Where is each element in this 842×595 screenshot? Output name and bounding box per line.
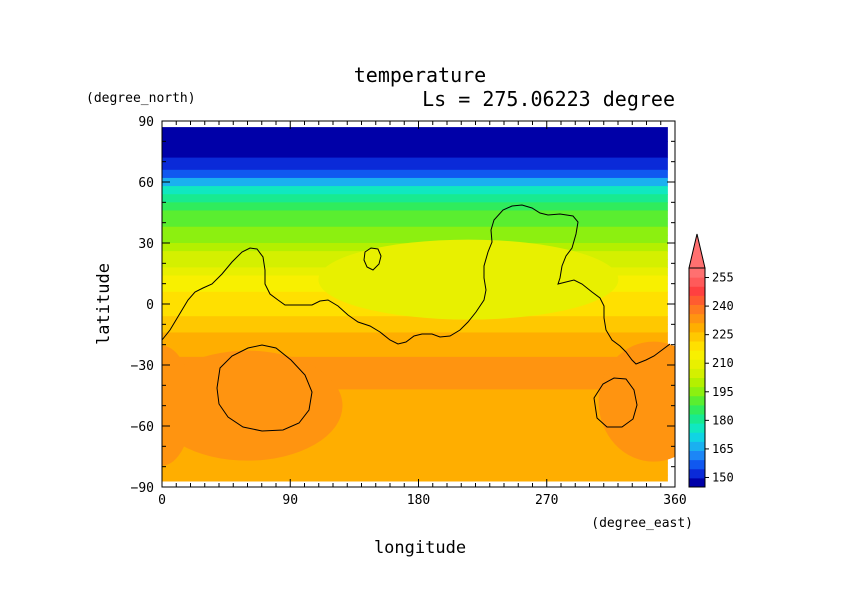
field-band (162, 316, 668, 325)
y-tick-label: 30 (138, 237, 154, 252)
colorbar-tick-label: 195 (712, 385, 734, 399)
x-tick-label: 360 (663, 493, 686, 508)
field-band (162, 157, 668, 171)
y-tick-label: 90 (138, 115, 154, 130)
field-band (162, 194, 668, 203)
field-band (162, 348, 668, 358)
field-band (162, 340, 668, 350)
colorbar-swatch (689, 268, 705, 278)
field-band (162, 234, 668, 244)
y-axis-ticks: 90 60 30 0 −30 −60 −90 (131, 115, 675, 496)
x-tick-label: 180 (407, 493, 430, 508)
y-axis-label: latitude (94, 263, 114, 345)
field-band (162, 210, 668, 220)
field-band (162, 332, 668, 342)
y-tick-label: −30 (131, 359, 154, 374)
colorbar-swatch (689, 395, 705, 406)
colorbar-swatch (689, 350, 705, 360)
colorbar-swatch (689, 286, 705, 296)
colorbar-swatch (689, 304, 705, 315)
x-axis-label: longitude (374, 538, 466, 558)
colorbar-swatch (689, 404, 705, 415)
colorbar-swatch (689, 377, 705, 388)
colorbar: 150 165 180 195 210 225 240 255 (688, 233, 734, 488)
x-tick-label: 90 (282, 493, 298, 508)
colorbar-tick-label: 255 (712, 271, 734, 285)
colorbar-swatch (689, 423, 705, 433)
colorbar-swatch (689, 341, 705, 351)
field-band (162, 324, 668, 334)
x-tick-label: 0 (158, 493, 166, 508)
field-band (162, 169, 668, 179)
x-units-label: (degree_east) (591, 516, 693, 531)
colorbar-swatch (689, 277, 705, 287)
contour-main-continent (162, 204, 671, 365)
colorbar-tick-label: 225 (712, 328, 734, 342)
colorbar-swatch (689, 359, 705, 369)
y-tick-label: −90 (131, 481, 154, 496)
colorbar-swatch (689, 441, 705, 451)
x-axis-ticks: 0 90 180 270 360 (158, 121, 687, 508)
continent-contours (162, 204, 671, 432)
colorbar-extend-arrow (688, 233, 706, 269)
field-band (162, 474, 668, 482)
colorbar-swatch (689, 414, 705, 424)
y-units-label: (degree_north) (86, 91, 196, 106)
colorbar-swatch (689, 313, 705, 324)
chart-title: temperature (354, 63, 486, 87)
temperature-field (162, 127, 675, 482)
x-tick-label: 270 (535, 493, 558, 508)
colorbar-swatch (689, 450, 705, 461)
field-band (162, 356, 668, 366)
y-tick-label: 60 (138, 176, 154, 191)
colorbar-tick-label: 180 (712, 413, 734, 427)
y-tick-label: 0 (146, 298, 154, 313)
field-band (162, 462, 668, 476)
contour-hellas-basin (216, 344, 313, 432)
contour-argyre-basin (593, 377, 638, 428)
chart-subtitle: Ls = 275.06223 degree (422, 87, 675, 111)
colorbar-tick-label: 240 (712, 299, 734, 313)
field-band (162, 186, 668, 195)
field-band (162, 218, 668, 228)
field-cool-patch (318, 239, 619, 320)
y-tick-label: −60 (131, 420, 154, 435)
colorbar-swatch (689, 368, 705, 378)
colorbar-swatch (689, 322, 705, 333)
colorbar-swatch (689, 459, 705, 470)
colorbar-swatch (689, 432, 705, 442)
field-band (162, 202, 668, 212)
colorbar-swatch (689, 468, 705, 479)
field-warm-patch (162, 350, 343, 461)
contour-small-island (363, 247, 382, 271)
field-band (162, 127, 668, 142)
colorbar-tick-label: 210 (712, 356, 734, 370)
colorbar-tick-label: 165 (712, 442, 734, 456)
field-warm-patch (162, 345, 192, 466)
colorbar-swatch (689, 477, 705, 488)
field-band (162, 141, 668, 159)
field-band (162, 226, 668, 236)
colorbar-swatch (689, 331, 705, 342)
colorbar-swatch (689, 386, 705, 397)
colorbar-tick-label: 150 (712, 470, 734, 484)
colorbar-swatch (689, 295, 705, 305)
field-band (162, 177, 668, 187)
